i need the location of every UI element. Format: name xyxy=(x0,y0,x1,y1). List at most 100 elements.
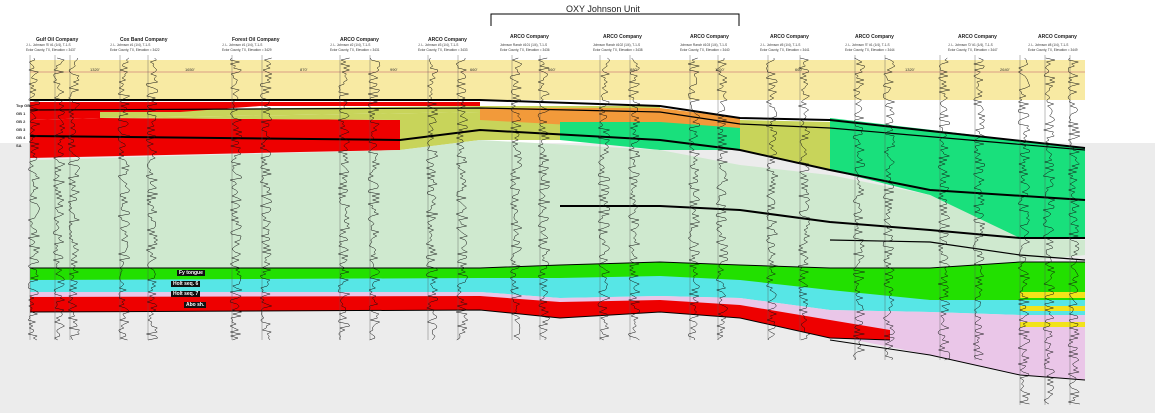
company-name: ARCO Company xyxy=(855,34,894,40)
company-name: ARCO Company xyxy=(340,37,379,43)
company-name: ARCO Company xyxy=(770,34,809,40)
well-caption: J. L. Johnson 'B' #1 (1/4), T-1-S xyxy=(26,43,71,47)
well-spacing: 1320' xyxy=(905,67,915,72)
well-caption: Ector County, TX, Elevation = 3447 xyxy=(948,48,998,52)
log-curve xyxy=(537,57,551,341)
datum-label: GB 3 xyxy=(16,127,26,132)
company-name: ARCO Company xyxy=(603,34,642,40)
log-curve xyxy=(337,57,351,341)
log-curve xyxy=(259,57,273,341)
well-log-tracks xyxy=(27,55,1081,405)
log-curve xyxy=(797,57,811,341)
well-caption: J. L. Johnson #1 (1/4), T-1-S xyxy=(222,43,263,47)
log-curve xyxy=(627,57,641,341)
datum-label: GB 4 xyxy=(16,135,26,140)
log-curve xyxy=(765,57,779,341)
company-name: Gulf Oil Company xyxy=(36,37,79,43)
well-caption: J. L. Johnson 'E' #1 (1/4), T-1-S xyxy=(845,43,890,47)
zone-lightgreen xyxy=(30,140,1085,268)
log-curve xyxy=(937,57,951,361)
well-spacing: 870' xyxy=(300,67,308,72)
company-name: ARCO Company xyxy=(428,37,467,43)
company-name: ARCO Company xyxy=(958,34,997,40)
log-curve xyxy=(1067,57,1081,405)
log-curve xyxy=(117,57,131,341)
well-caption: Ector County, TX, Elevation = 3436 xyxy=(500,48,550,52)
correlation-line-3 xyxy=(29,128,1086,201)
correlation-line-top xyxy=(30,99,1086,149)
band-yellow-right-2 xyxy=(1020,306,1085,311)
log-curve xyxy=(425,57,439,341)
log-curve xyxy=(687,57,701,341)
zone-red-top xyxy=(30,102,480,106)
zone-label-2: Holt seq. 6 xyxy=(171,281,201,287)
well-spacing: 1650' xyxy=(185,67,195,72)
well-caption: J. L. Johnson #3 (1/4), T-1-S xyxy=(418,43,459,47)
well-caption: Ector County, TX, Elevation = 3431 xyxy=(330,48,380,52)
well-caption: Ector County, TX, Elevation = 3444 xyxy=(845,48,895,52)
well-caption: Ector County, TX, Elevation = 3438 xyxy=(593,48,643,52)
well-caption: Ector County, TX, Elevation = 3437 xyxy=(26,48,76,52)
log-curve xyxy=(455,57,469,341)
log-curve xyxy=(1017,57,1031,405)
datum-label: Top GB xyxy=(16,103,31,108)
well-spacing: 1100' xyxy=(715,67,725,72)
company-name: ARCO Company xyxy=(510,34,549,40)
well-caption: Ector County, TX, Elevation = 3449 xyxy=(1028,48,1078,52)
well-caption: J. L. Johnson #8 (1/4), T-1-S xyxy=(1028,43,1069,47)
log-curve xyxy=(509,57,523,341)
log-curve xyxy=(145,57,159,341)
log-curve xyxy=(229,57,243,341)
log-curve xyxy=(52,57,66,341)
well-caption: Ector County, TX, Elevation = 3440 xyxy=(680,48,730,52)
well-caption: Ector County, TX, Elevation = 3433 xyxy=(418,48,468,52)
well-spacing: 2640' xyxy=(1000,67,1010,72)
zone-yellow-upper xyxy=(30,60,1085,100)
log-curve xyxy=(882,57,896,361)
log-curve xyxy=(1042,57,1056,405)
well-caption: J. L. Johnson #5 (1/4), T-1-S xyxy=(760,43,801,47)
company-name: ARCO Company xyxy=(690,34,729,40)
log-curve xyxy=(597,57,611,341)
band-red-bottom xyxy=(30,296,890,340)
datum-label: GB 2 xyxy=(16,119,26,124)
well-spacing: 990' xyxy=(390,67,398,72)
well-spacing: 1320' xyxy=(90,67,100,72)
well-caption: J. L. Johnson #1 (1/4), T-1-S xyxy=(110,43,151,47)
company-name: Forest Oil Company xyxy=(232,37,280,43)
band-pink xyxy=(30,292,1085,380)
company-name: ARCO Company xyxy=(1038,34,1077,40)
datum-label: GB 1 xyxy=(16,111,26,116)
well-caption: J. L. Johnson 'D' #1 (1/4), T-1-S xyxy=(948,43,993,47)
well-caption: Ector County, TX, Elevation = 3441 xyxy=(760,48,810,52)
well-spacing: 660' xyxy=(470,67,478,72)
log-curve xyxy=(852,57,866,361)
log-curve xyxy=(67,57,81,341)
well-caption: Johnson Ranch #101 (1/4), T-1-S xyxy=(500,43,548,47)
correlation-line-band-bottom xyxy=(29,309,891,341)
zone-label-1: Fy tongue xyxy=(177,270,205,276)
well-caption: Johnson Ranch #102 (1/4), T-1-S xyxy=(593,43,641,47)
well-caption: Johnson Ranch #103 (1/4), T-1-S xyxy=(680,43,728,47)
log-curve xyxy=(367,57,381,341)
well-spacing: 660' xyxy=(548,67,556,72)
correlation-line-2 xyxy=(29,107,1086,151)
well-spacing: 660' xyxy=(795,67,803,72)
unit-bracket xyxy=(490,13,740,26)
well-caption: J. L. Johnson #2 (1/4), T-1-S xyxy=(330,43,371,47)
unit-label: OXY Johnson Unit xyxy=(566,4,640,14)
log-curve xyxy=(972,57,986,361)
log-curve xyxy=(715,57,729,341)
well-caption: Ector County, TX, Elevation = 3422 xyxy=(110,48,160,52)
zone-label-4: Abo sh. xyxy=(184,302,207,308)
well-spacing: 880' xyxy=(630,67,638,72)
datum-label: SA xyxy=(16,143,22,148)
band-yellow-right-3 xyxy=(1020,322,1085,327)
company-name: Cox Band Company xyxy=(120,37,168,43)
well-caption: Ector County, TX, Elevation = 3429 xyxy=(222,48,272,52)
zone-olive-right xyxy=(740,120,830,170)
zone-green-right xyxy=(830,118,1085,238)
zone-label-3: Holt seq. 7 xyxy=(171,291,201,297)
log-curve xyxy=(27,57,41,341)
